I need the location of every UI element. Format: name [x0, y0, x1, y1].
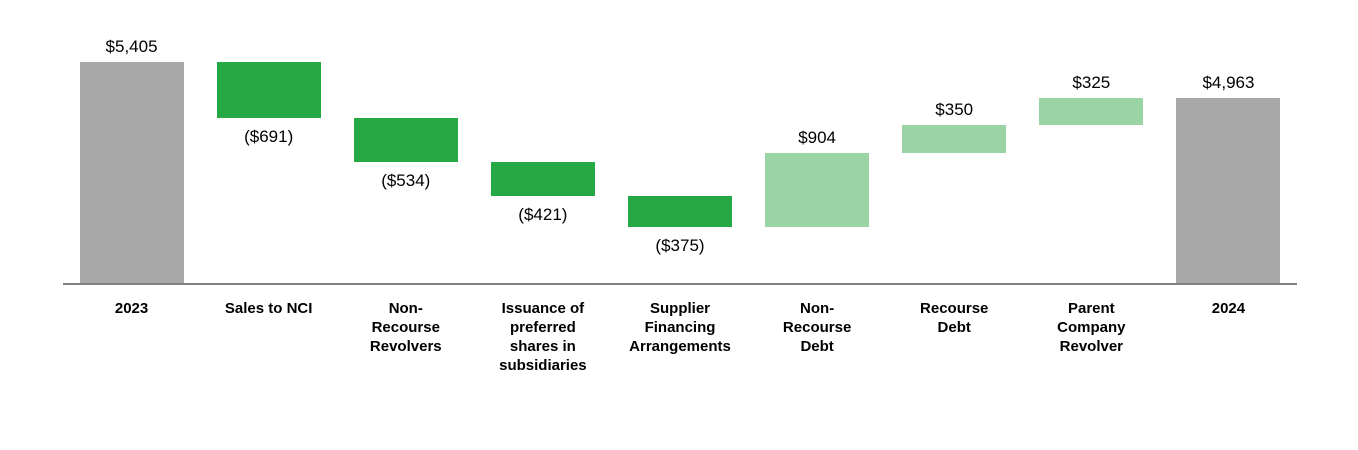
axis-label-supplier-financing-arrangements: Supplier Financing Arrangements [629, 300, 731, 355]
bar-issuance-of-preferred-shares-in-subsidiaries [490, 162, 595, 197]
value-label-sales-to-nci: ($691) [244, 127, 294, 147]
bar-parent-company-revolver [1039, 98, 1144, 125]
axis-label-issuance-of-preferred-shares-in-subsidiaries: Issuance of preferred shares in subsidiarie… [499, 300, 587, 374]
value-label-supplier-financing-arrangements: ($375) [655, 236, 705, 256]
bar-2024 [1176, 98, 1281, 283]
axis-label-parent-company-revolver: Parent Company Revolver [1057, 300, 1126, 355]
bar-non-recourse-revolvers [353, 118, 458, 163]
value-label-non-recourse-revolvers: ($534) [381, 171, 431, 191]
bar-sales-to-nci [216, 62, 321, 119]
value-label-non-recourse-debt: $904 [798, 128, 837, 148]
value-label-recourse-debt: $350 [935, 99, 974, 119]
axis-label-2024: 2024 [1211, 300, 1246, 317]
bar-supplier-financing-arrangements [628, 196, 732, 228]
bar-recourse-debt [902, 124, 1007, 154]
value-label-2023: $5,405 [105, 37, 158, 56]
axis-label-recourse-debt: Recourse Debt [920, 300, 989, 336]
axis-label-sales-to-nci: Sales to NCI [224, 300, 313, 317]
bar-2023 [79, 62, 184, 283]
value-label-issuance-of-preferred-shares-in-subsidiaries: ($421) [518, 205, 568, 225]
value-label-parent-company-revolver: $325 [1072, 73, 1111, 93]
axis-label-non-recourse-debt: Non- Recourse Debt [782, 300, 852, 355]
bar-non-recourse-debt [765, 153, 870, 228]
x-axis-line [63, 283, 1297, 285]
value-label-2024: $4,963 [1202, 73, 1255, 93]
axis-label-non-recourse-revolvers: Non- Recourse Revolvers [369, 300, 442, 355]
axis-label-2023: 2023 [114, 300, 149, 317]
